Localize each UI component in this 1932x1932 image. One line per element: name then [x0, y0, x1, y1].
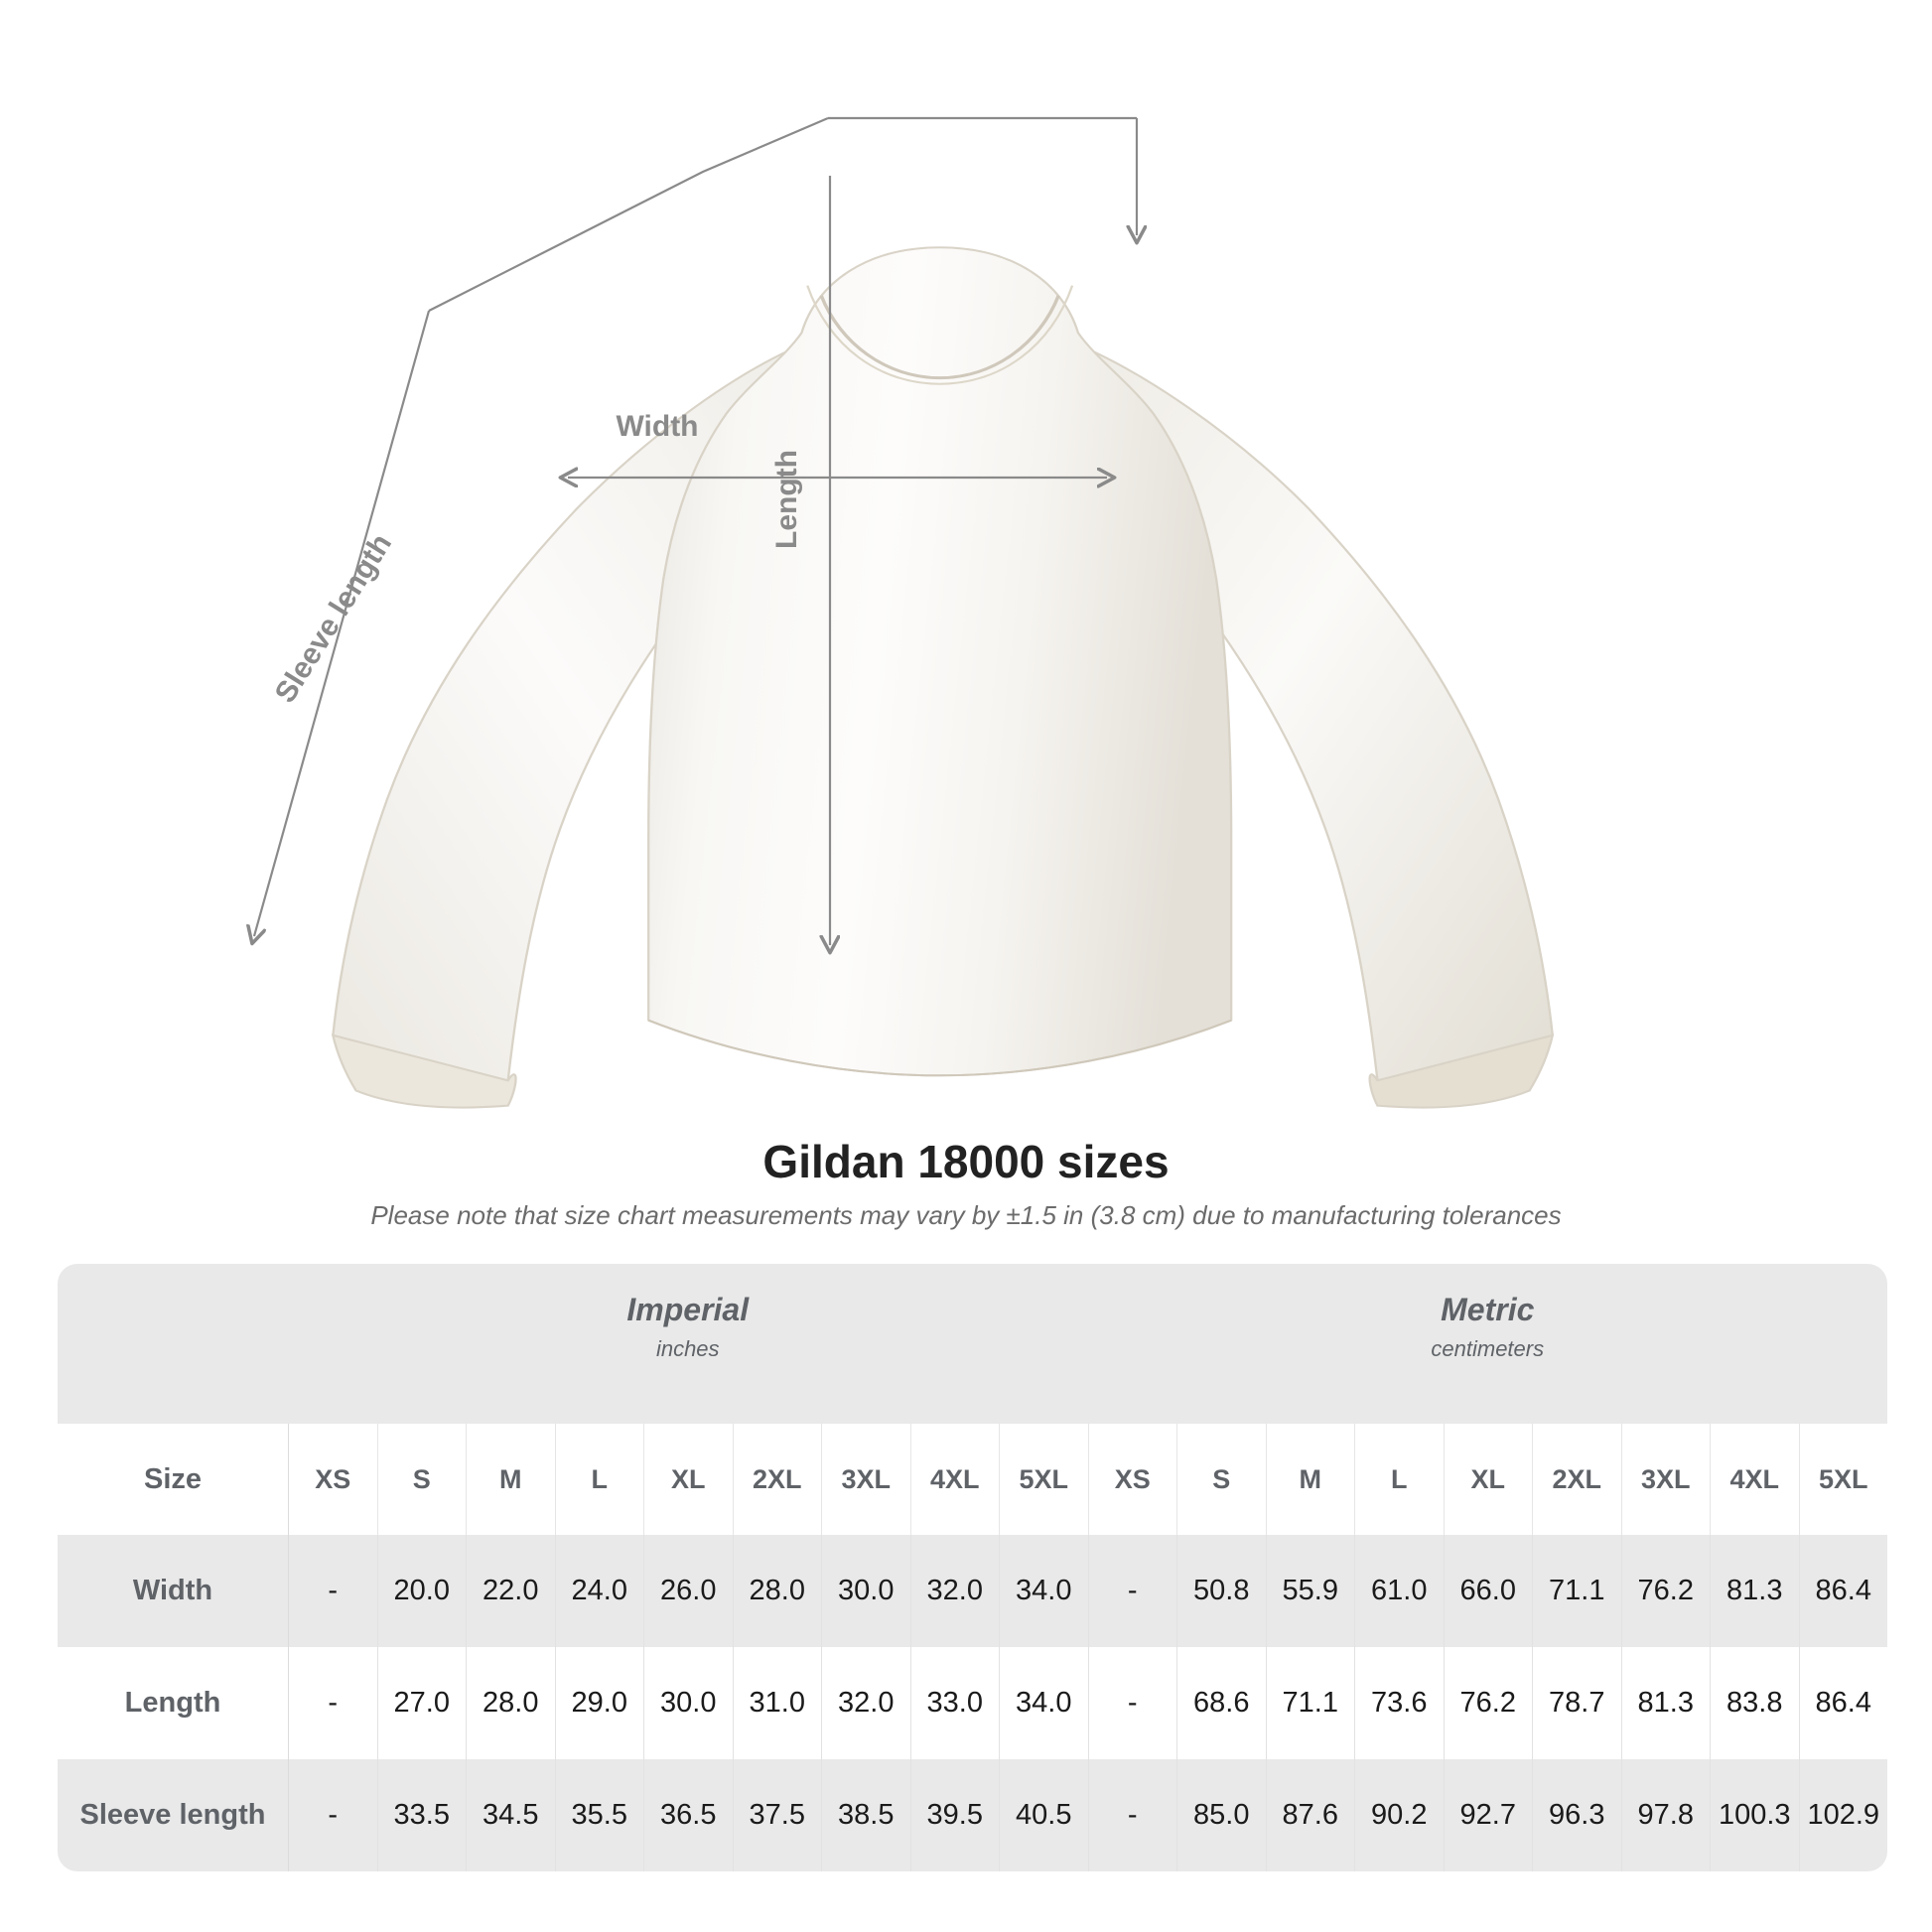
svg-text:Width: Width — [616, 410, 698, 443]
svg-text:Sleeve length: Sleeve length — [269, 528, 398, 709]
svg-text:Length: Length — [770, 450, 803, 549]
